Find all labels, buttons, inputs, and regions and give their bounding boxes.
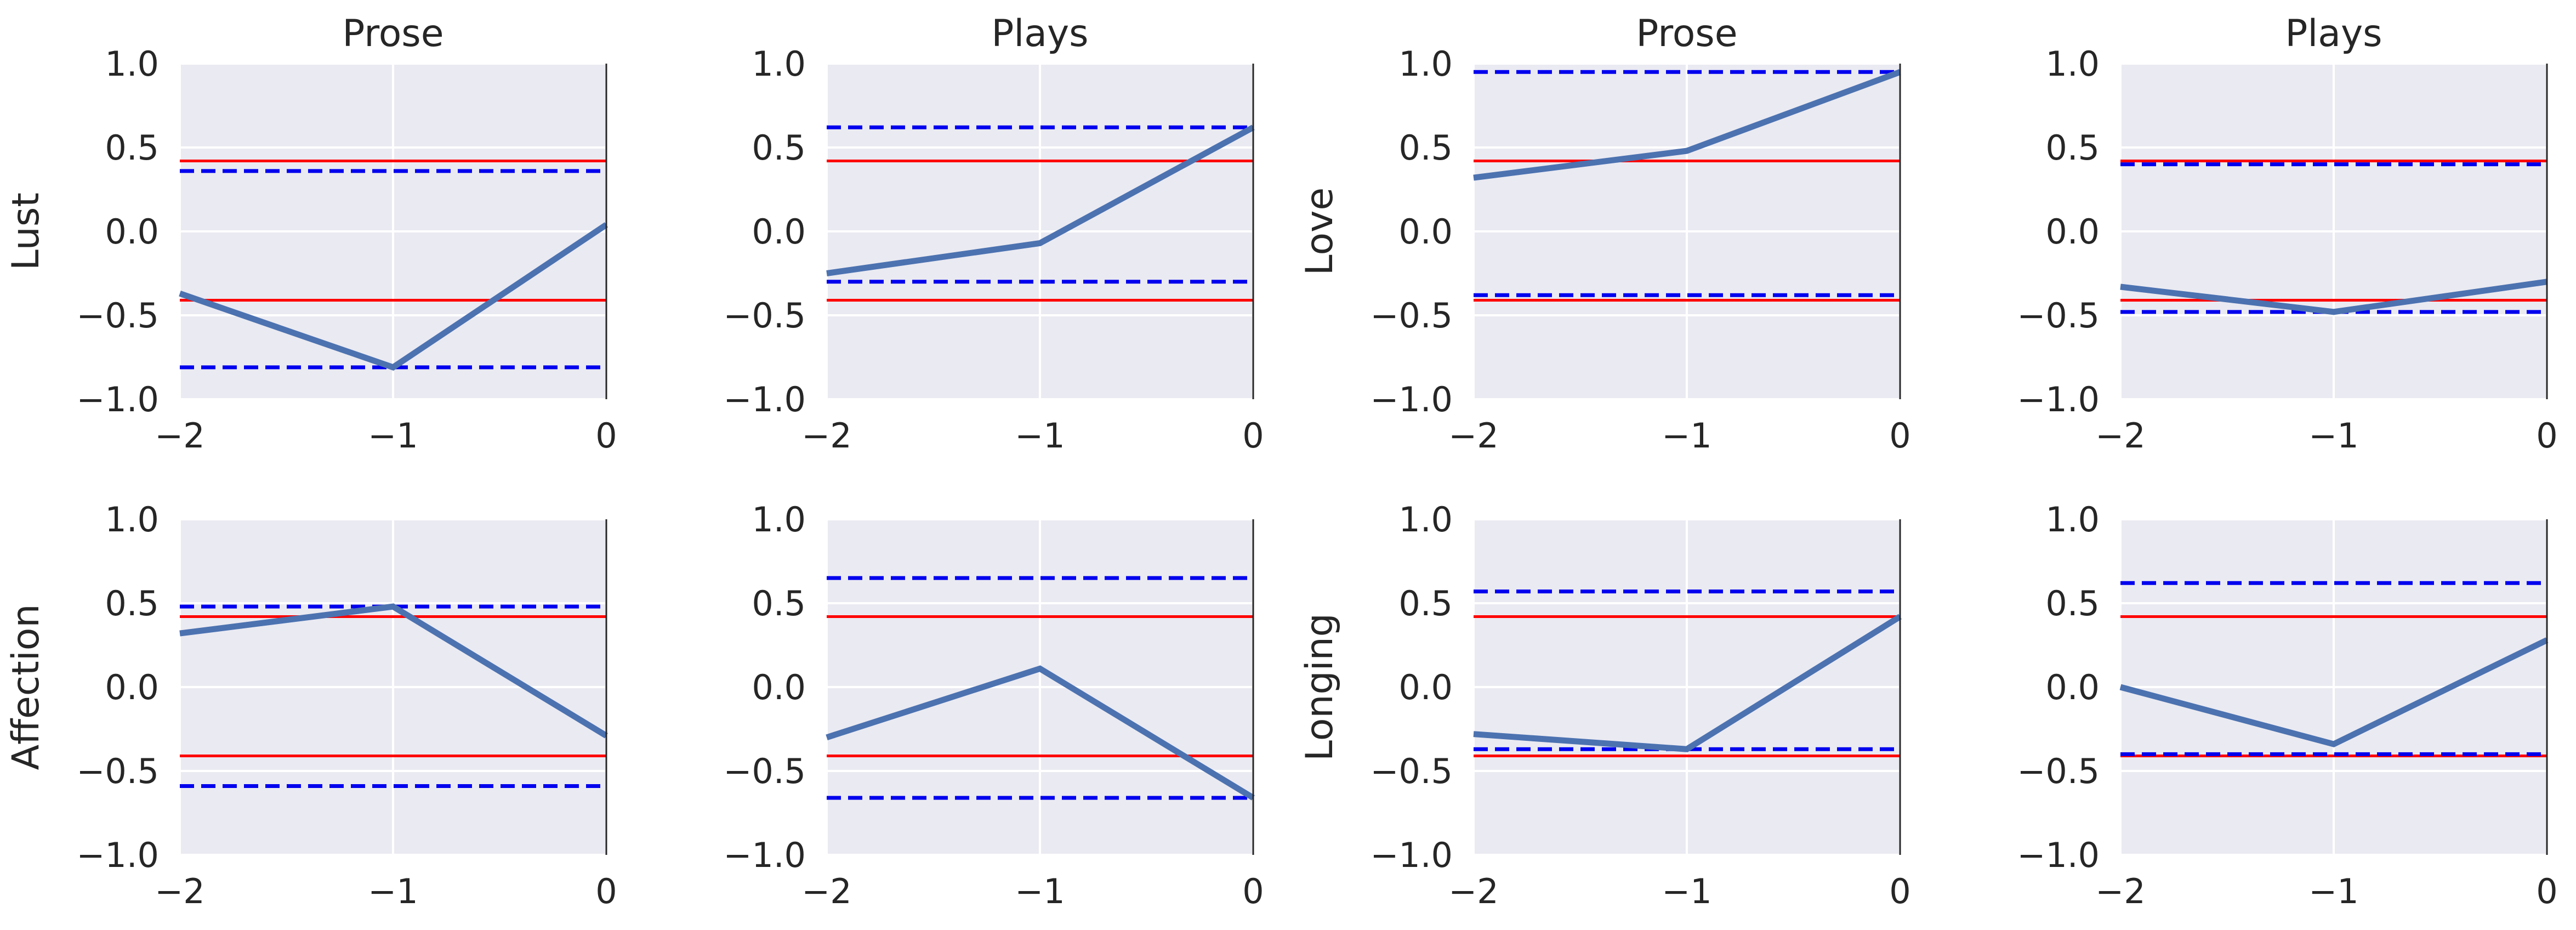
y-tick-label: −1.0 [2017, 379, 2100, 419]
panel-7: 1.0 0.5 0.0 −0.5 −1.0−2 −1 0 Longing [1298, 500, 1911, 911]
x-tick-label: −1 [2308, 871, 2358, 911]
y-axis-label: Longing [1298, 613, 1341, 761]
y-tick-label: −0.5 [1370, 751, 1453, 791]
panel-6: 1.0 0.5 0.0 −0.5 −1.0−2 −1 0 [723, 500, 1264, 911]
panel-title: Plays [991, 12, 1088, 55]
x-tick-label: −1 [2308, 416, 2358, 456]
x-tick-label: 0 [1242, 871, 1264, 911]
y-tick-label: 0.5 [105, 583, 159, 623]
y-tick-label: −1.0 [76, 835, 159, 875]
y-tick-label: −1.0 [723, 835, 806, 875]
x-tick-label: −2 [801, 871, 851, 911]
y-tick-label: 1.0 [2045, 500, 2100, 540]
y-axis-label: Lust [4, 192, 48, 270]
y-tick-label: 1.0 [752, 44, 806, 84]
y-tick-label: 1.0 [752, 500, 806, 540]
y-axis-label: Love [1298, 188, 1341, 275]
y-tick-label: 0.5 [752, 128, 806, 168]
x-tick-label: −2 [1448, 871, 1498, 911]
panel-4: 1.0 0.5 0.0 −0.5 −1.0−2 −1 0 Plays [2017, 12, 2557, 456]
y-tick-label: 0.5 [752, 583, 806, 623]
x-tick-label: −1 [1662, 416, 1711, 456]
x-tick-label: 0 [2536, 416, 2557, 456]
x-tick-label: −1 [1662, 871, 1711, 911]
x-tick-label: −1 [1015, 416, 1065, 456]
y-tick-label: 1.0 [1398, 44, 1453, 84]
x-tick-label: −2 [2095, 416, 2145, 456]
panel-title: Prose [342, 12, 443, 55]
y-tick-label: 1.0 [105, 500, 159, 540]
y-tick-label: −0.5 [76, 296, 159, 336]
y-tick-label: 0.0 [1398, 212, 1453, 252]
x-tick-label: 0 [2536, 871, 2557, 911]
y-tick-label: 0.0 [752, 667, 806, 707]
x-tick-label: −2 [155, 416, 204, 456]
panel-5: 1.0 0.5 0.0 −0.5 −1.0−2 −1 0 Affection [4, 500, 617, 911]
y-tick-label: −0.5 [723, 296, 806, 336]
panel-2: 1.0 0.5 0.0 −0.5 −1.0−2 −1 0 Plays [723, 12, 1264, 456]
x-tick-label: −1 [368, 871, 418, 911]
x-tick-label: −2 [1448, 416, 1498, 456]
y-tick-label: 0.5 [1398, 128, 1453, 168]
panel-8: 1.0 0.5 0.0 −0.5 −1.0−2 −1 0 [2017, 500, 2557, 911]
y-tick-label: 0.5 [2045, 583, 2100, 623]
y-tick-label: 0.0 [105, 667, 159, 707]
y-tick-label: 0.5 [105, 128, 159, 168]
panel-title: Prose [1636, 12, 1737, 55]
panel-title: Plays [2285, 12, 2382, 55]
x-tick-label: 0 [1242, 416, 1264, 456]
y-tick-label: −1.0 [76, 379, 159, 419]
y-tick-label: −1.0 [723, 379, 806, 419]
y-tick-label: −0.5 [1370, 296, 1453, 336]
y-tick-label: 1.0 [1398, 500, 1453, 540]
x-tick-label: −2 [2095, 871, 2145, 911]
y-tick-label: 0.5 [1398, 583, 1453, 623]
y-tick-label: −1.0 [1370, 379, 1453, 419]
y-tick-label: 0.0 [2045, 212, 2100, 252]
panel-3: 1.0 0.5 0.0 −0.5 −1.0−2 −1 0 Prose Love [1298, 12, 1911, 456]
y-tick-label: 0.5 [2045, 128, 2100, 168]
panel-1: 1.0 0.5 0.0 −0.5 −1.0−2 −1 0 Prose Lust [4, 12, 617, 456]
y-tick-label: 1.0 [2045, 44, 2100, 84]
x-tick-label: 0 [595, 871, 617, 911]
y-tick-label: −1.0 [1370, 835, 1453, 875]
y-tick-label: −0.5 [723, 751, 806, 791]
y-tick-label: 0.0 [752, 212, 806, 252]
y-tick-label: −0.5 [2017, 296, 2100, 336]
x-tick-label: 0 [1889, 871, 1910, 911]
x-tick-label: −2 [155, 871, 204, 911]
y-tick-label: −0.5 [76, 751, 159, 791]
y-tick-label: −0.5 [2017, 751, 2100, 791]
x-tick-label: 0 [1889, 416, 1910, 456]
y-tick-label: 1.0 [105, 44, 159, 84]
x-tick-label: −1 [1015, 871, 1065, 911]
x-tick-label: −2 [801, 416, 851, 456]
x-tick-label: −1 [368, 416, 418, 456]
x-tick-label: 0 [595, 416, 617, 456]
y-tick-label: −1.0 [2017, 835, 2100, 875]
y-tick-label: 0.0 [105, 212, 159, 252]
y-tick-label: 0.0 [2045, 667, 2100, 707]
y-tick-label: 0.0 [1398, 667, 1453, 707]
y-axis-label: Affection [4, 604, 48, 770]
